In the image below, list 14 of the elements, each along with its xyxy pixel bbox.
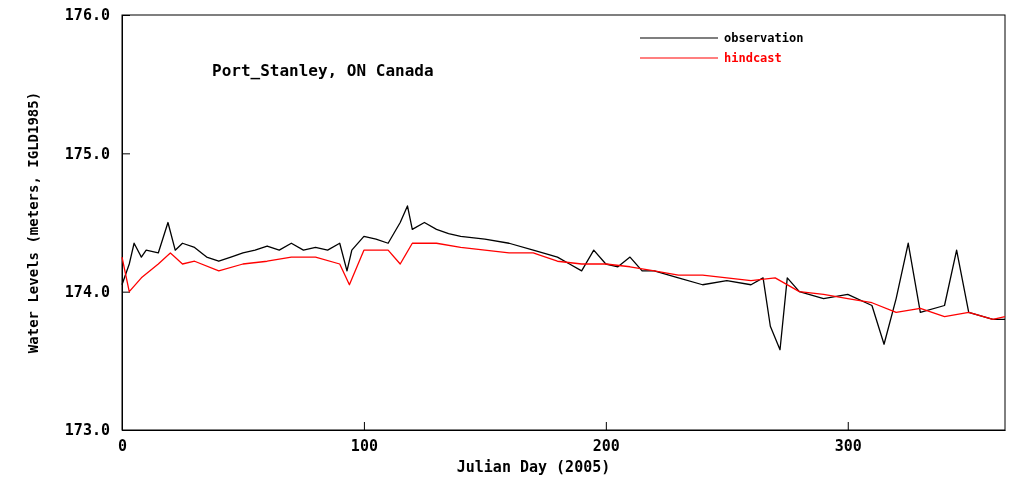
x-tick-label: 200 bbox=[592, 436, 620, 455]
x-tick-label: 0 bbox=[117, 436, 128, 455]
text: observation bbox=[724, 31, 804, 45]
y-tick-label: 174.0 bbox=[64, 282, 110, 301]
x-tick-label: 300 bbox=[834, 436, 862, 455]
x-tick-label: 100 bbox=[350, 436, 378, 455]
text: hindcast bbox=[724, 51, 782, 65]
line-series bbox=[121, 242, 1006, 320]
y-axis-title: Water Levels (meters, IGLD1985) bbox=[25, 91, 41, 354]
y-tick-label: 175.0 bbox=[64, 144, 110, 163]
y-tick-label: 173.0 bbox=[64, 421, 110, 440]
y-tick-label: 176.0 bbox=[64, 6, 110, 25]
annotation: Port_Stanley, ON Canada bbox=[212, 61, 434, 80]
x-axis-title: Julian Day (2005) bbox=[456, 458, 611, 476]
